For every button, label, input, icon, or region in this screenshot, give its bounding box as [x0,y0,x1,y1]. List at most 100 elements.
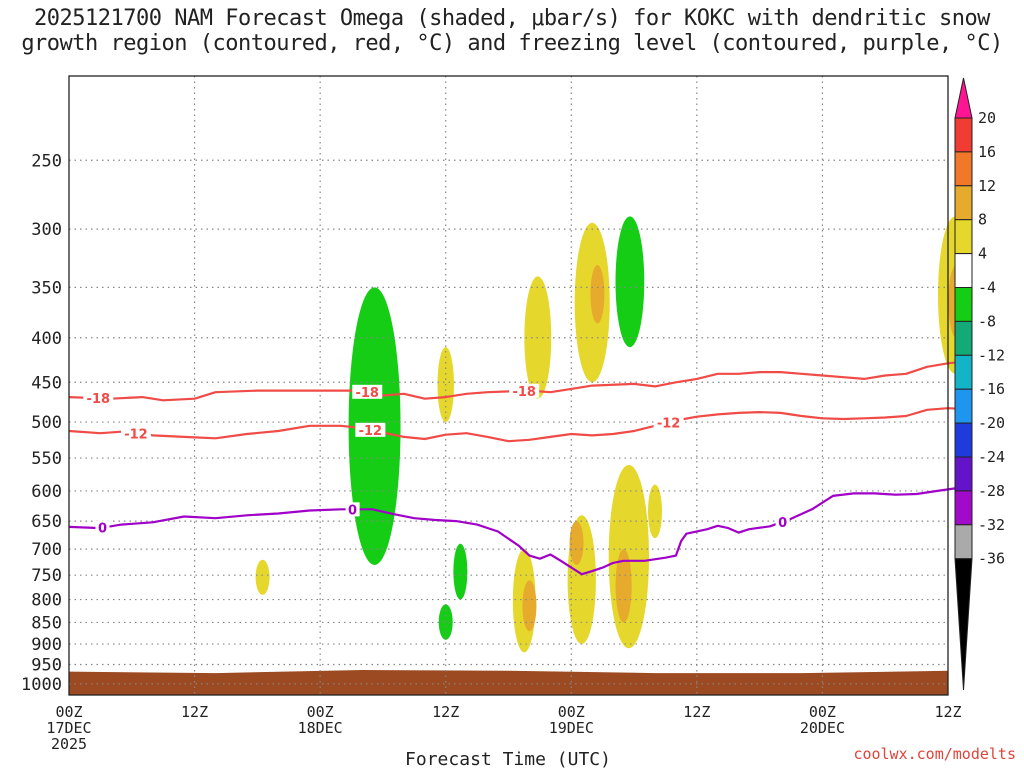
contour-label-2-0: 0 [98,522,107,537]
x-tick-label-72-1: 20DEC [800,719,845,737]
colorbar-label-10: -24 [978,448,1005,466]
colorbar-label-13: -36 [978,550,1005,568]
colorbar-label-0: 20 [978,109,996,127]
omega-region-2 [453,543,468,600]
y-tick-label-500: 500 [31,413,62,433]
colorbar-swatch-6 [954,320,973,356]
contour-label-1-1: -12 [359,424,383,439]
contour-label-bg-2-1 [345,502,360,517]
colorbar-swatch-2 [954,185,973,221]
colorbar-swatch-9 [954,422,973,458]
colorbar-swatch-3 [954,219,973,255]
x-tick-label-36-0: 12Z [432,703,459,721]
contour-label-bg-0-2 [509,383,540,398]
contour-line-2 [68,486,964,576]
contour-label-2-2: 0 [778,516,787,531]
colorbar-swatch-12 [954,524,973,560]
x-tick-label-60-0: 12Z [683,703,710,721]
omega-region-3 [615,216,645,348]
x-tick-label-48-1: 19DEC [549,719,594,737]
y-tick-label-550: 550 [31,449,62,469]
colorbar-swatch-1 [954,151,973,187]
omega-region-4 [255,559,270,595]
contour-line-1 [68,407,964,443]
omega-region-13 [590,265,605,324]
colorbar-label-1: 16 [978,143,996,161]
contour-label-bg-0-0 [83,391,114,406]
colorbar-swatch-10 [954,456,973,492]
contour-label-0-2: -18 [512,385,536,400]
contour-label-0-1: -18 [355,386,379,401]
y-tick-label-600: 600 [31,482,62,502]
contour-label-0-0: -18 [87,392,111,407]
terrain-surface [69,670,948,695]
omega-region-1 [438,604,453,640]
y-tick-label-850: 850 [31,613,62,633]
colorbar-label-4: 4 [978,245,987,263]
omega-region-15 [615,549,632,623]
omega-region-10 [608,464,650,649]
gridlines [69,76,948,695]
x-tick-label-0-1: 17DEC [46,719,91,737]
contour-label-1-2: -12 [657,416,681,431]
y-tick-label-400: 400 [31,329,62,349]
contour-label-2-1: 0 [348,503,357,518]
colorbar-swatch-4 [954,253,973,289]
contour-label-bg-2-0 [95,520,110,535]
colorbar-swatch-0 [954,117,973,153]
colorbar-bottom-arrow [954,558,973,691]
terrain-layer [69,670,948,695]
x-tick-label-0-0: 00Z [55,703,82,721]
contour-label-bg-2-2 [775,514,790,529]
chart-title-line-1: 2025121700 NAM Forecast Omega (shaded, μ… [34,6,990,31]
colorbar-label-9: -20 [978,414,1005,432]
y-tick-label-250: 250 [31,151,62,171]
credit-link[interactable]: coolwx.com/modelts [853,745,1016,763]
omega-region-11 [648,484,662,539]
y-tick-label-950: 950 [31,655,62,675]
colorbar: 20 16 12 8 4 -4 -8 -12 -16 -20 -24 -28 -32 -36 [954,77,1005,691]
x-tick-label-24-1: 18DEC [298,719,343,737]
y-tick-label-450: 450 [31,373,62,393]
contour-label-bg-1-2 [653,415,684,430]
contour-line-0 [68,360,964,402]
colorbar-swatch-11 [954,490,973,526]
colorbar-swatch-8 [954,388,973,424]
colorbar-label-11: -28 [978,482,1005,500]
x-tick-label-72-0: 00Z [809,703,836,721]
colorbar-label-6: -8 [978,312,996,330]
y-tick-label-350: 350 [31,278,62,298]
colorbar-label-12: -32 [978,516,1005,534]
colorbar-swatch-5 [954,287,973,322]
omega-region-16 [569,521,584,565]
y-tick-label-300: 300 [31,220,62,240]
contour-layer: -18 -18 -18 -12 -12 -12 0 0 0 [68,360,964,576]
x-tick-label-12-0: 12Z [181,703,208,721]
colorbar-label-8: -16 [978,380,1005,398]
y-tick-label-800: 800 [31,591,62,611]
x-tick-label-24-0: 00Z [307,703,334,721]
x-tick-label-0-2: 2025 [51,735,87,753]
colorbar-label-5: -4 [978,279,996,297]
chart-title-line-2: growth region (contoured, red, °C) and f… [21,31,1003,56]
omega-region-14 [522,580,537,632]
y-tick-label-650: 650 [31,512,62,532]
axes: 2503003504004505005506006507007508008509… [21,75,962,753]
contour-label-bg-1-0 [120,426,151,441]
x-tick-label-84-0: 12Z [934,703,961,721]
y-tick-label-700: 700 [31,540,62,560]
colorbar-top-arrow [954,77,973,119]
colorbar-label-7: -12 [978,346,1005,364]
y-tick-label-750: 750 [31,566,62,586]
colorbar-swatch-7 [954,354,973,390]
contour-label-bg-0-1 [352,384,383,399]
x-axis-title: Forecast Time (UTC) [405,749,611,768]
contour-label-bg-1-1 [355,422,386,437]
y-tick-label-900: 900 [31,635,62,655]
plot-frame [68,75,949,696]
y-tick-label-1000: 1000 [21,675,62,695]
colorbar-label-3: 8 [978,211,987,229]
colorbar-label-2: 12 [978,177,996,195]
contour-label-1-0: -12 [124,427,148,442]
